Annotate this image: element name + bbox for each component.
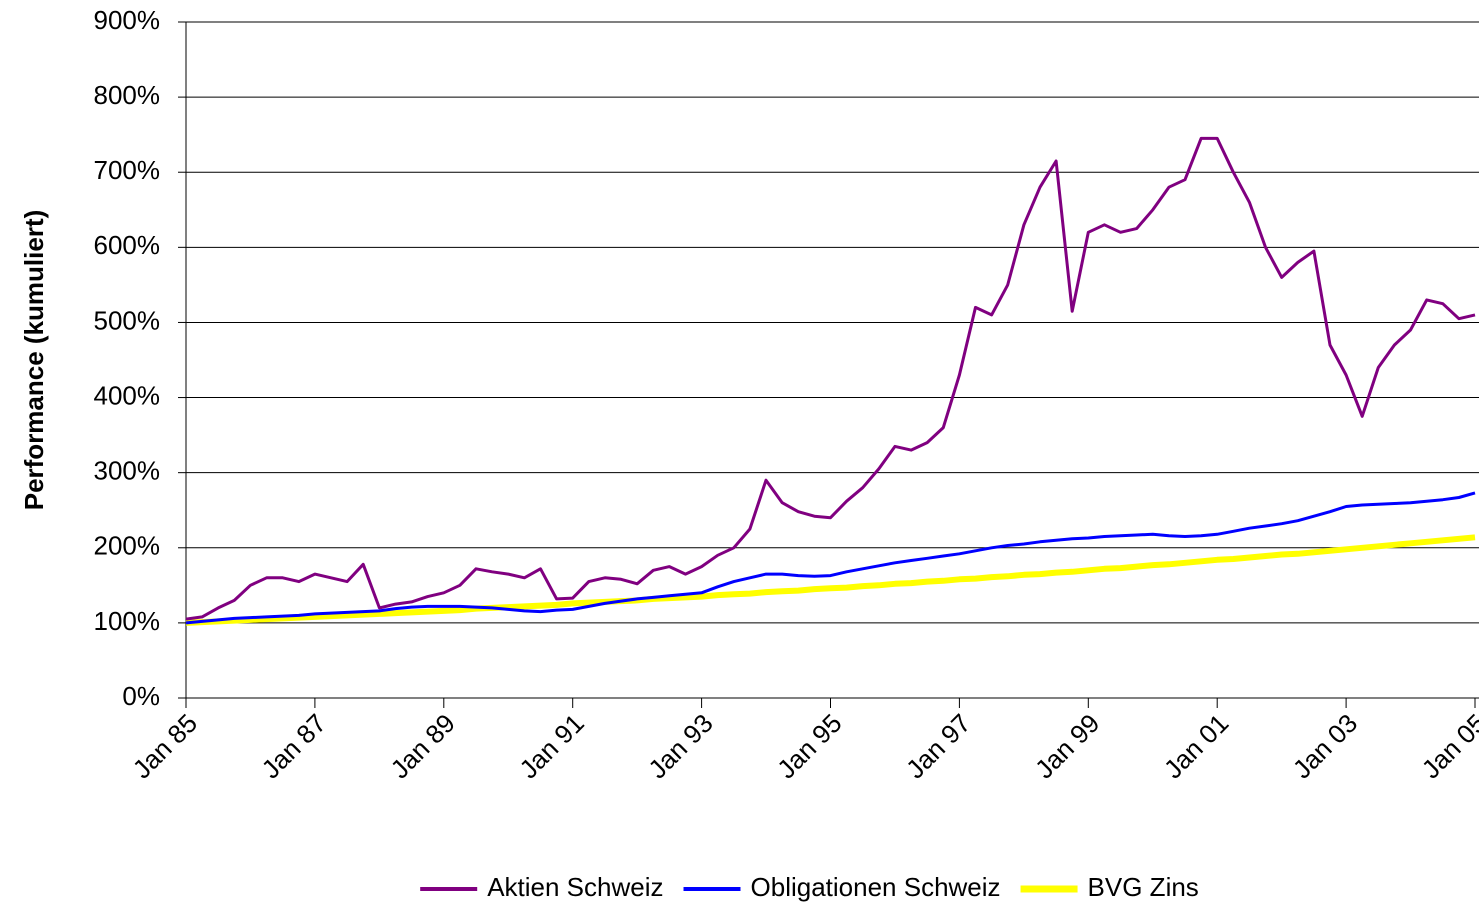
series-line: [185, 136, 1476, 621]
x-tick-label: Jan 89: [384, 708, 460, 784]
legend-label: Aktien Schweiz: [487, 872, 663, 902]
x-tick-label: Jan 87: [256, 708, 332, 784]
y-tick-label: 300%: [94, 456, 161, 486]
x-tick-label: Jan 93: [642, 708, 718, 784]
x-tick-label: Jan 99: [1029, 708, 1105, 784]
x-tick-label: Jan 03: [1287, 708, 1363, 784]
series-line: [185, 491, 1476, 625]
y-tick-label: 900%: [94, 5, 161, 35]
x-tick-label: Jan 85: [127, 708, 203, 784]
legend-label: Obligationen Schweiz: [751, 872, 1001, 902]
series-line: [185, 534, 1476, 626]
y-tick-label: 0%: [122, 681, 160, 711]
x-tick-label: Jan 05: [1416, 708, 1479, 784]
y-tick-label: 600%: [94, 230, 161, 260]
y-tick-label: 700%: [94, 155, 161, 185]
y-tick-label: 200%: [94, 531, 161, 561]
legend: Aktien Schweiz Obligationen Schweiz BVG Zi…: [420, 872, 1199, 902]
y-tick-label: 800%: [94, 80, 161, 110]
x-tick-label: Jan 01: [1158, 708, 1234, 784]
x-tick-label: Jan 95: [771, 708, 847, 784]
x-tick-label: Jan 97: [900, 708, 976, 784]
y-tick-label: 400%: [94, 380, 161, 410]
y-axis-title: Performance (kumuliert): [19, 210, 49, 511]
y-tick-label: 100%: [94, 606, 161, 636]
legend-label: BVG Zins: [1088, 872, 1199, 902]
x-tick-label: Jan 91: [513, 708, 589, 784]
y-tick-label: 500%: [94, 305, 161, 335]
